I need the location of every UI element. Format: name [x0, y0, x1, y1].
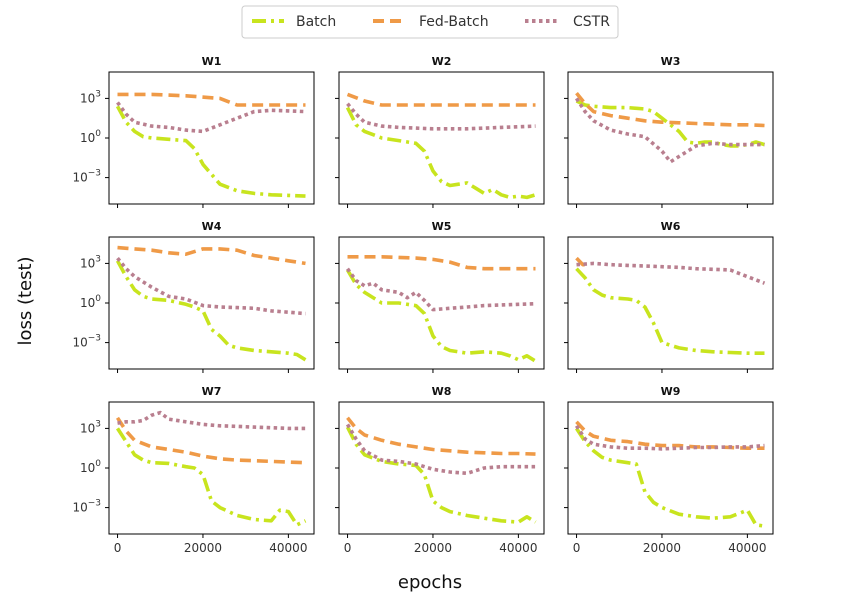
series-batch-w7 [115, 427, 307, 527]
series-fed-batch-w4 [117, 245, 306, 266]
series-fed-batch-w3 [575, 91, 765, 128]
series-batch-w9 [574, 427, 765, 528]
plot-area-w3 [568, 72, 773, 204]
x-tick-label-w9-1: 20000 [643, 541, 681, 555]
panel-title-w7: W7 [202, 385, 222, 398]
series-fed-batch-w1 [117, 92, 306, 107]
panel-w6: W6 [564, 220, 774, 373]
y-tick-label-w4-2: 10−3 [72, 334, 101, 350]
plot-area-w2 [339, 72, 544, 204]
plot-area-w6 [568, 237, 773, 369]
x-tick-label-w8-1: 20000 [414, 541, 452, 555]
y-axis-label: loss (test) [15, 256, 36, 345]
panel-w3: W3 [564, 55, 774, 208]
panel-w1: W1 103 100 10−3 [72, 55, 315, 208]
x-tick-label-w7-2: 40000 [269, 541, 307, 555]
panel-w9: W9 0 20000 40000 [564, 385, 774, 555]
series-fed-batch-w6 [575, 256, 590, 267]
plot-area-w9 [568, 402, 773, 534]
series-cstr-w7 [117, 410, 306, 431]
panel-w8: W8 0 20000 40000 [335, 385, 545, 555]
y-tick-label-w4-0: 103 [80, 254, 101, 270]
y-tick-label-w4-1: 100 [80, 294, 101, 310]
panel-w5: W5 [335, 220, 545, 373]
panel-w4: W4 103 100 10−3 [72, 220, 315, 373]
x-tick-label-w9-2: 40000 [728, 541, 766, 555]
x-tick-label-w8-2: 40000 [499, 541, 537, 555]
y-tick-label-w7-0: 103 [80, 419, 101, 435]
panel-title-w6: W6 [661, 220, 681, 233]
panel-title-w4: W4 [202, 220, 222, 233]
series-batch-w6 [575, 267, 765, 356]
legend-label-cstr: CSTR [573, 14, 610, 30]
y-tick-label-w7-1: 100 [80, 459, 101, 475]
plot-area-w8 [339, 402, 544, 534]
panel-grid: W1 103 100 10−3 W2 W3 W4 103 100 10−3 W5 W6 W7 0 20000… [72, 55, 774, 555]
y-tick-label-w1-2: 10−3 [72, 169, 101, 185]
panel-title-w1: W1 [202, 55, 222, 68]
panel-title-w8: W8 [432, 385, 452, 398]
series-fed-batch-w8 [346, 416, 536, 456]
series-batch-w4 [115, 259, 307, 362]
series-cstr-w9 [574, 424, 765, 451]
legend-frame [241, 5, 619, 39]
panel-title-w9: W9 [661, 385, 681, 398]
y-tick-label-w1-1: 100 [80, 129, 101, 145]
series-batch-w1 [115, 105, 306, 198]
legend-label-fed-batch: Fed-Batch [419, 14, 489, 30]
y-tick-label-w1-0: 103 [80, 89, 101, 105]
x-tick-label-w7-0: 0 [114, 541, 122, 555]
series-fed-batch-w5 [347, 254, 536, 271]
plot-area-w4 [109, 237, 314, 369]
x-tick-label-w9-0: 0 [573, 541, 581, 555]
series-cstr-w6 [576, 261, 766, 285]
series-cstr-w4 [116, 256, 306, 316]
legend: Batch Fed-Batch CSTR [241, 5, 619, 39]
panel-title-w3: W3 [661, 55, 681, 68]
y-tick-label-w7-2: 10−3 [72, 499, 101, 515]
series-cstr-w8 [345, 423, 536, 476]
x-tick-label-w7-1: 20000 [184, 541, 222, 555]
plot-area-w1 [109, 72, 314, 204]
panel-w2: W2 [335, 55, 545, 208]
panel-title-w5: W5 [432, 220, 452, 233]
series-cstr-w5 [346, 267, 536, 312]
series-cstr-w2 [346, 102, 536, 131]
panel-title-w2: W2 [432, 55, 452, 68]
series-fed-batch-w2 [346, 92, 536, 107]
x-tick-label-w8-0: 0 [344, 541, 352, 555]
x-axis-label: epochs [398, 572, 462, 593]
legend-label-batch: Batch [296, 14, 336, 30]
series-batch-w2 [345, 106, 537, 200]
panel-w7: W7 0 20000 40000 103 100 10−3 [72, 385, 315, 555]
